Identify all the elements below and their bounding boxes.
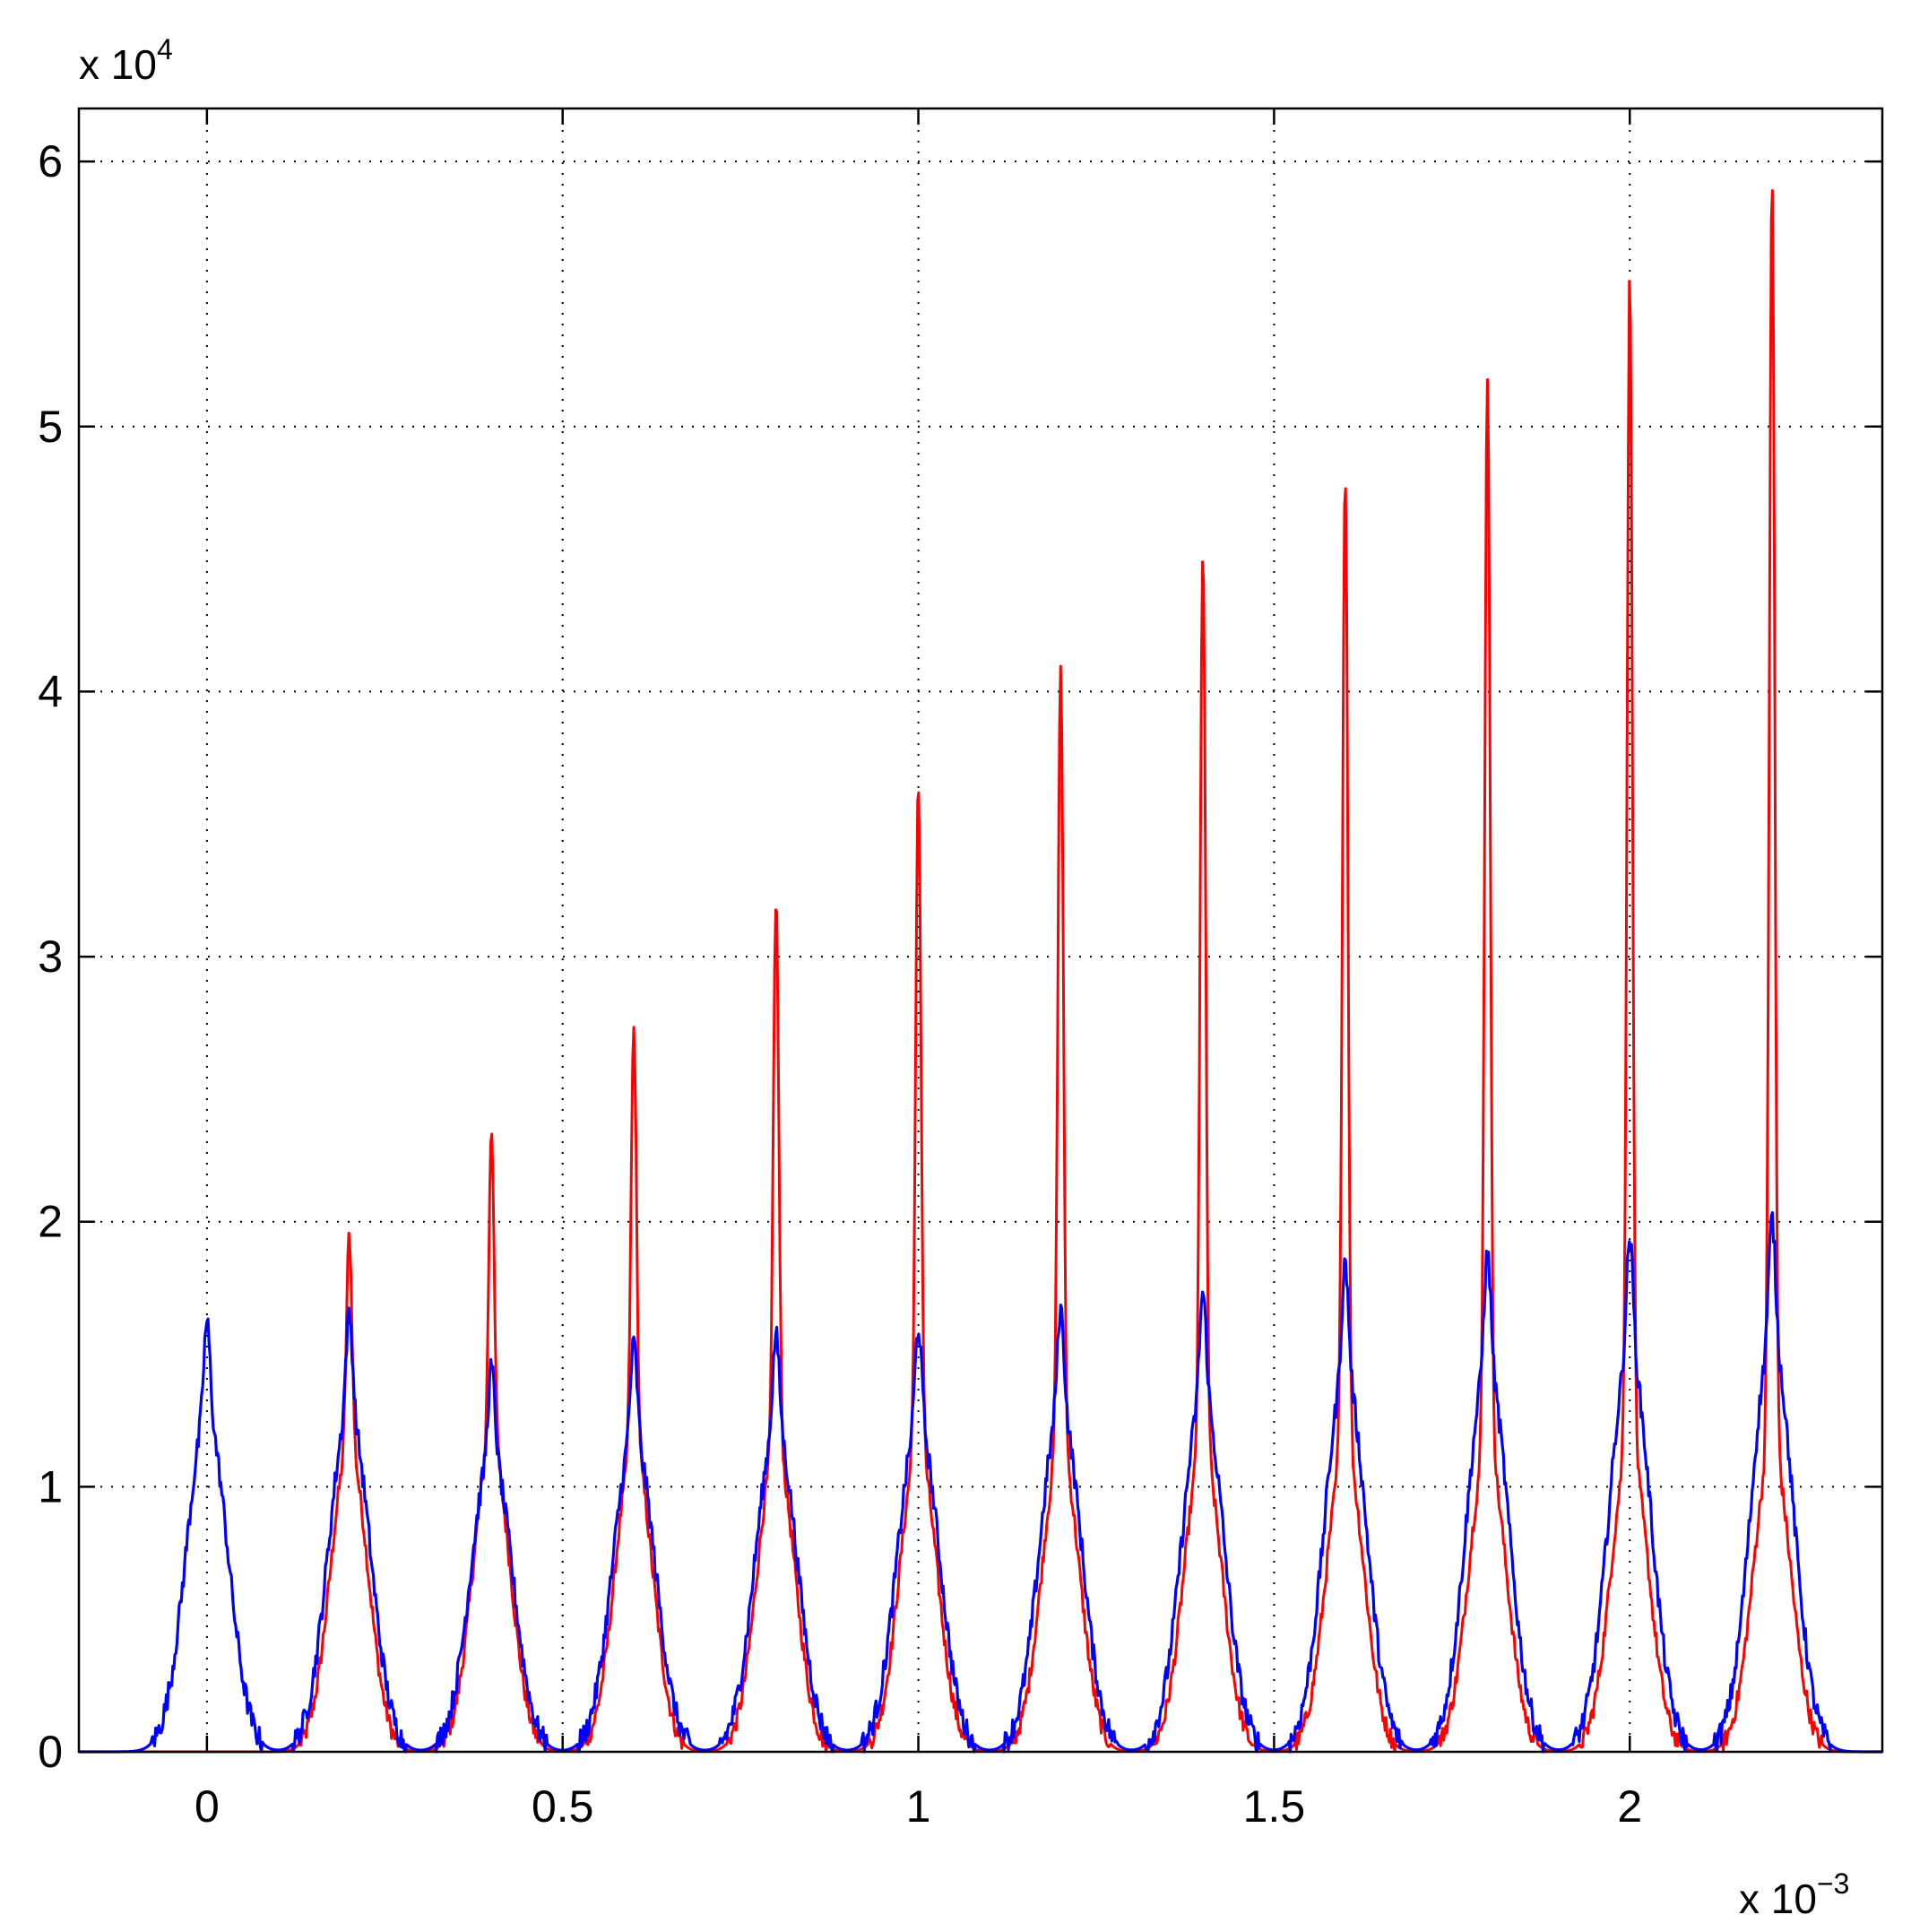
y-tick-labels: 0 1 2 3 4 5 6 — [38, 136, 63, 1777]
x-multiplier: x 10−3 — [1739, 1867, 1849, 1922]
x-tick-label: 0.5 — [532, 1781, 594, 1832]
y-tick-label: 6 — [38, 136, 63, 186]
x-multiplier-base: x 10 — [1739, 1876, 1817, 1922]
y-tick-label: 2 — [38, 1197, 63, 1247]
series-blue-line — [78, 1211, 1883, 1754]
y-tick-label: 1 — [38, 1461, 63, 1512]
y-multiplier-exponent: 4 — [157, 33, 173, 65]
x-tick-label: 2 — [1617, 1781, 1642, 1832]
y-tick-label: 0 — [38, 1727, 63, 1777]
x-tick-label: 0 — [195, 1781, 220, 1832]
y-multiplier-base: x 10 — [79, 41, 157, 88]
x-tick-label: 1.5 — [1243, 1781, 1306, 1832]
plot-frame — [77, 107, 1884, 1754]
x-multiplier-exponent: −3 — [1817, 1867, 1849, 1900]
y-tick-label: 5 — [38, 402, 63, 452]
y-tick-label: 3 — [38, 931, 63, 982]
plot-background — [79, 108, 1882, 1752]
y-multiplier: x 104 — [79, 33, 173, 88]
x-tick-label: 1 — [906, 1781, 931, 1832]
y-tick-label: 4 — [38, 666, 63, 716]
x-tick-labels: 0 0.5 1 1.5 2 — [195, 1781, 1642, 1832]
tick-marks — [79, 108, 1882, 1754]
